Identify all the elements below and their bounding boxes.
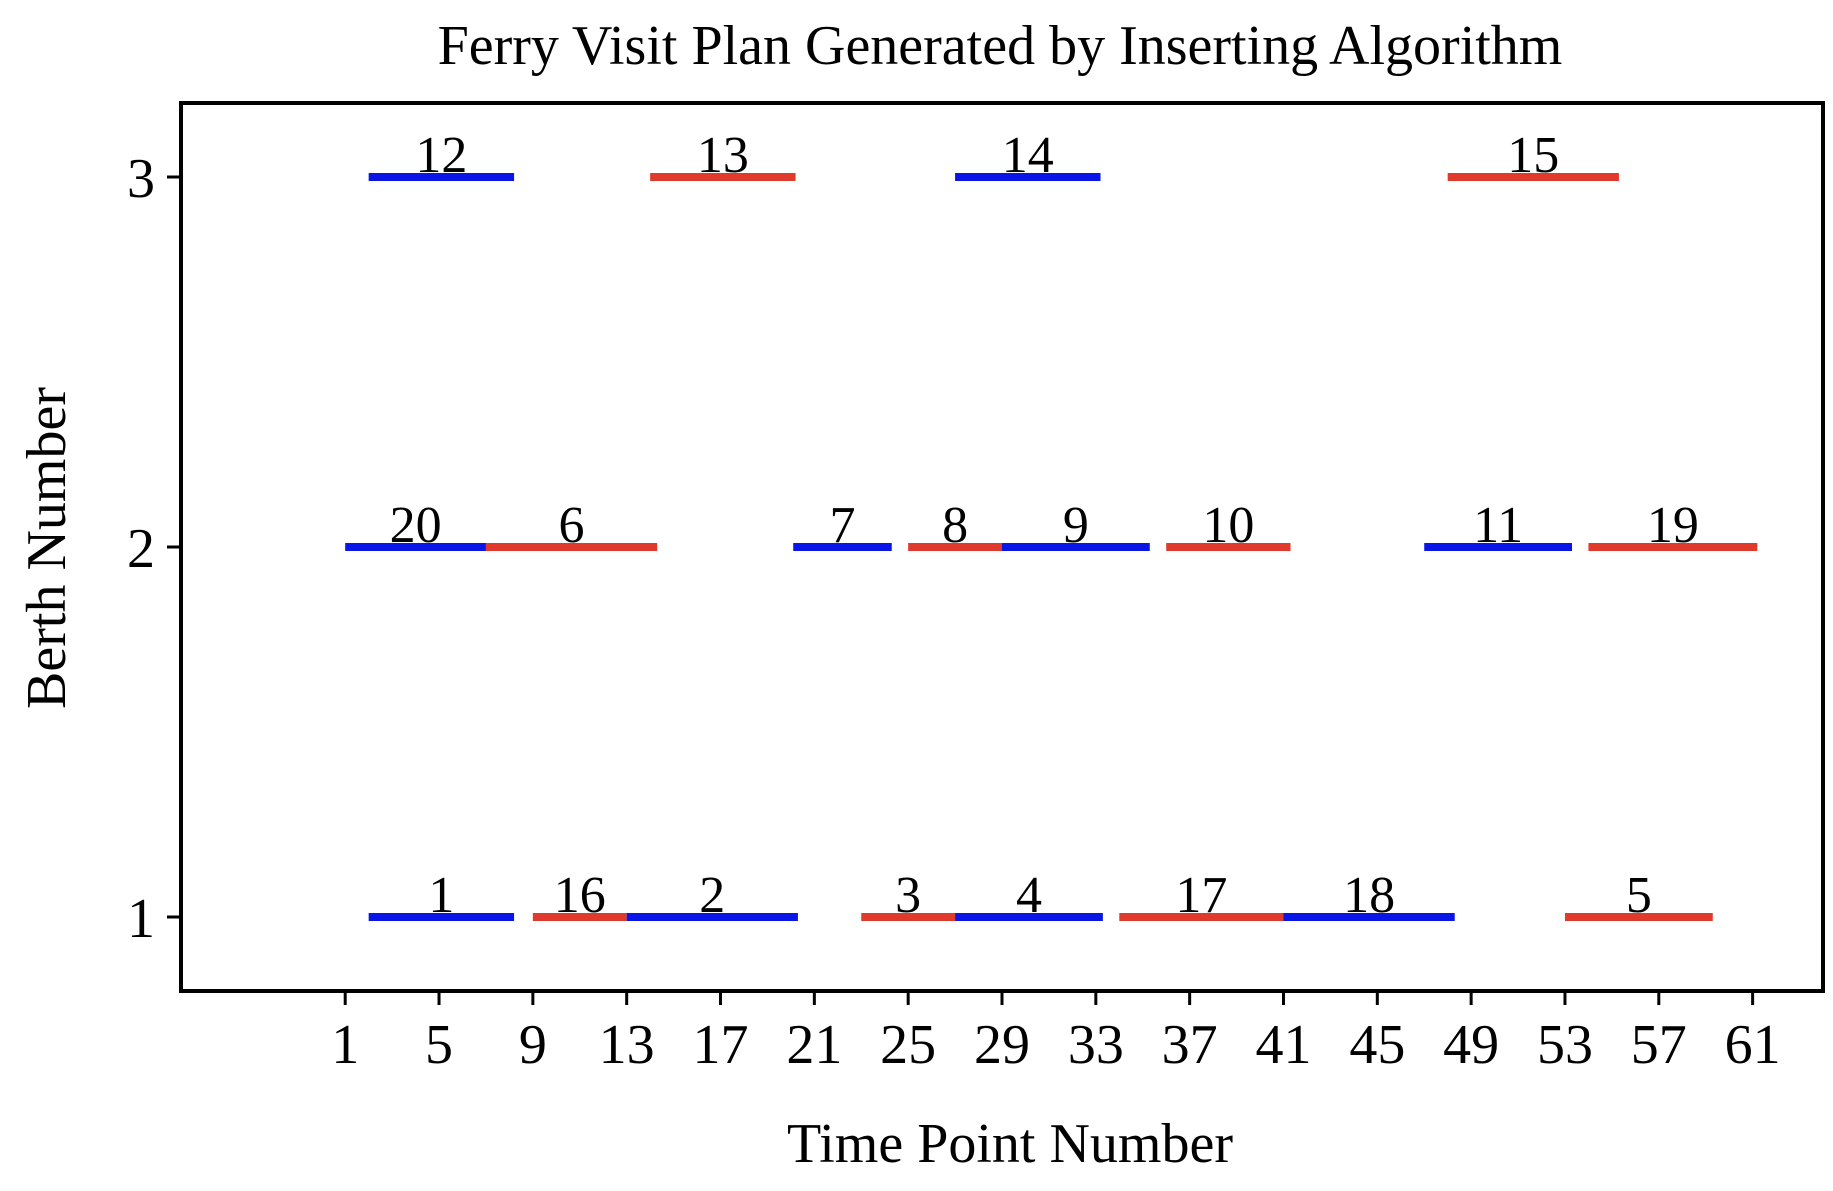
visit-label-5: 5 [1626,867,1652,924]
y-axis-ticks: 1 2 3 [127,148,181,950]
x-axis-ticks: 1 5 9 13 17 21 25 29 33 37 41 45 49 53 57 61 [331,991,1781,1076]
y-axis-label: Berth Number [16,387,78,709]
visit-label-14: 14 [1002,127,1054,184]
visit-label-9: 9 [1063,497,1089,554]
x-tick-label: 9 [519,1014,547,1076]
x-tick-label: 21 [786,1014,842,1076]
visit-label-6: 6 [559,497,585,554]
bars-layer [345,173,1758,921]
visit-label-19: 19 [1647,497,1699,554]
x-tick-label: 1 [331,1014,359,1076]
visit-label-18: 18 [1343,867,1395,924]
x-tick-label: 41 [1255,1014,1311,1076]
visit-label-10: 10 [1202,497,1254,554]
visit-label-13: 13 [697,127,749,184]
x-tick-label: 45 [1349,1014,1405,1076]
x-tick-label: 17 [693,1014,749,1076]
visit-label-12: 12 [415,127,467,184]
x-tick-label: 57 [1631,1014,1687,1076]
x-tick-label: 5 [425,1014,453,1076]
x-tick-label: 53 [1537,1014,1593,1076]
visit-label-16: 16 [554,867,606,924]
visit-label-7: 7 [829,497,855,554]
visit-label-20: 20 [390,497,442,554]
x-axis-label: Time Point Number [787,1113,1233,1175]
bar-labels-layer: 12 13 14 15 20 6 7 8 9 10 11 19 1 16 2 3 4 17 18 5 [390,127,1699,924]
visit-label-11: 11 [1473,497,1523,554]
visit-label-3: 3 [895,867,921,924]
x-tick-label: 29 [974,1014,1030,1076]
y-tick-label: 2 [127,518,155,580]
x-tick-label: 37 [1162,1014,1218,1076]
x-tick-label: 49 [1443,1014,1499,1076]
x-tick-label: 25 [880,1014,936,1076]
y-tick-label: 3 [127,148,155,210]
visit-label-17: 17 [1175,867,1227,924]
x-tick-label: 33 [1068,1014,1124,1076]
chart-title: Ferry Visit Plan Generated by Inserting … [438,15,1563,77]
x-tick-label: 13 [599,1014,655,1076]
y-tick-label: 1 [127,888,155,950]
visit-label-8: 8 [942,497,968,554]
visit-label-2: 2 [699,867,725,924]
x-tick-label: 61 [1725,1014,1781,1076]
visit-label-4: 4 [1016,867,1042,924]
visit-label-1: 1 [428,867,454,924]
visit-label-15: 15 [1507,127,1559,184]
